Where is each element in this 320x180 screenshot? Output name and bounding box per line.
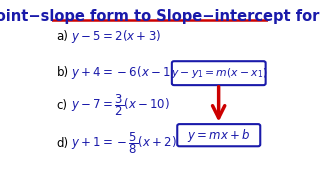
Text: $y - 7 = \dfrac{3}{2}(x - 10)$: $y - 7 = \dfrac{3}{2}(x - 10)$ (70, 92, 170, 118)
Text: $y - 5 = 2(x + 3)$: $y - 5 = 2(x + 3)$ (70, 28, 161, 45)
Text: $y - y_1 = m(x - x_1)$: $y - y_1 = m(x - x_1)$ (171, 66, 267, 80)
Text: a): a) (57, 30, 68, 43)
Text: b): b) (57, 66, 68, 79)
Text: d): d) (57, 137, 68, 150)
Text: $y + 4 = -6(x - 1)$: $y + 4 = -6(x - 1)$ (70, 64, 175, 81)
Text: c): c) (57, 99, 68, 112)
FancyBboxPatch shape (177, 124, 260, 146)
Text: $y = mx + b$: $y = mx + b$ (187, 127, 251, 144)
Text: Point−slope form to Slope−intercept form: Point−slope form to Slope−intercept form (0, 9, 320, 24)
FancyBboxPatch shape (172, 61, 266, 85)
Text: $y + 1 = -\dfrac{5}{8}(x + 2)$: $y + 1 = -\dfrac{5}{8}(x + 2)$ (70, 130, 177, 156)
